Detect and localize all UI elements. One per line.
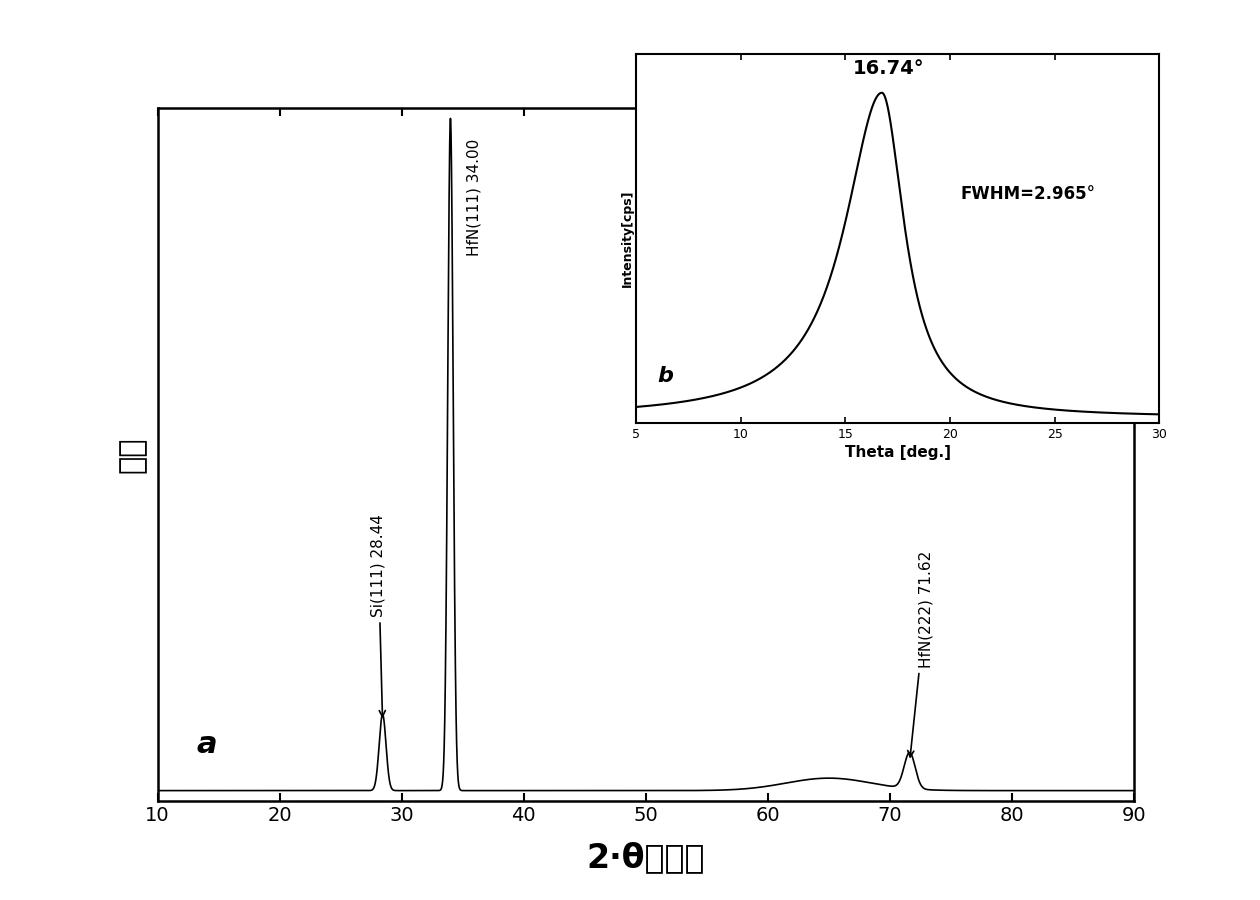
- Text: HfN(222) 71.62: HfN(222) 71.62: [907, 551, 934, 757]
- Y-axis label: Intensity[cps]: Intensity[cps]: [620, 190, 634, 287]
- Text: 16.74°: 16.74°: [852, 59, 924, 78]
- X-axis label: 2·θ（度）: 2·θ（度）: [586, 842, 706, 875]
- Y-axis label: 强度: 强度: [117, 436, 146, 472]
- Text: FWHM=2.965°: FWHM=2.965°: [960, 185, 1095, 203]
- Text: HfN(111) 34.00: HfN(111) 34.00: [466, 140, 481, 256]
- Text: a: a: [197, 731, 217, 760]
- Text: b: b: [658, 366, 673, 386]
- Text: Si(111) 28.44: Si(111) 28.44: [370, 515, 386, 716]
- X-axis label: Theta [deg.]: Theta [deg.]: [844, 445, 951, 460]
